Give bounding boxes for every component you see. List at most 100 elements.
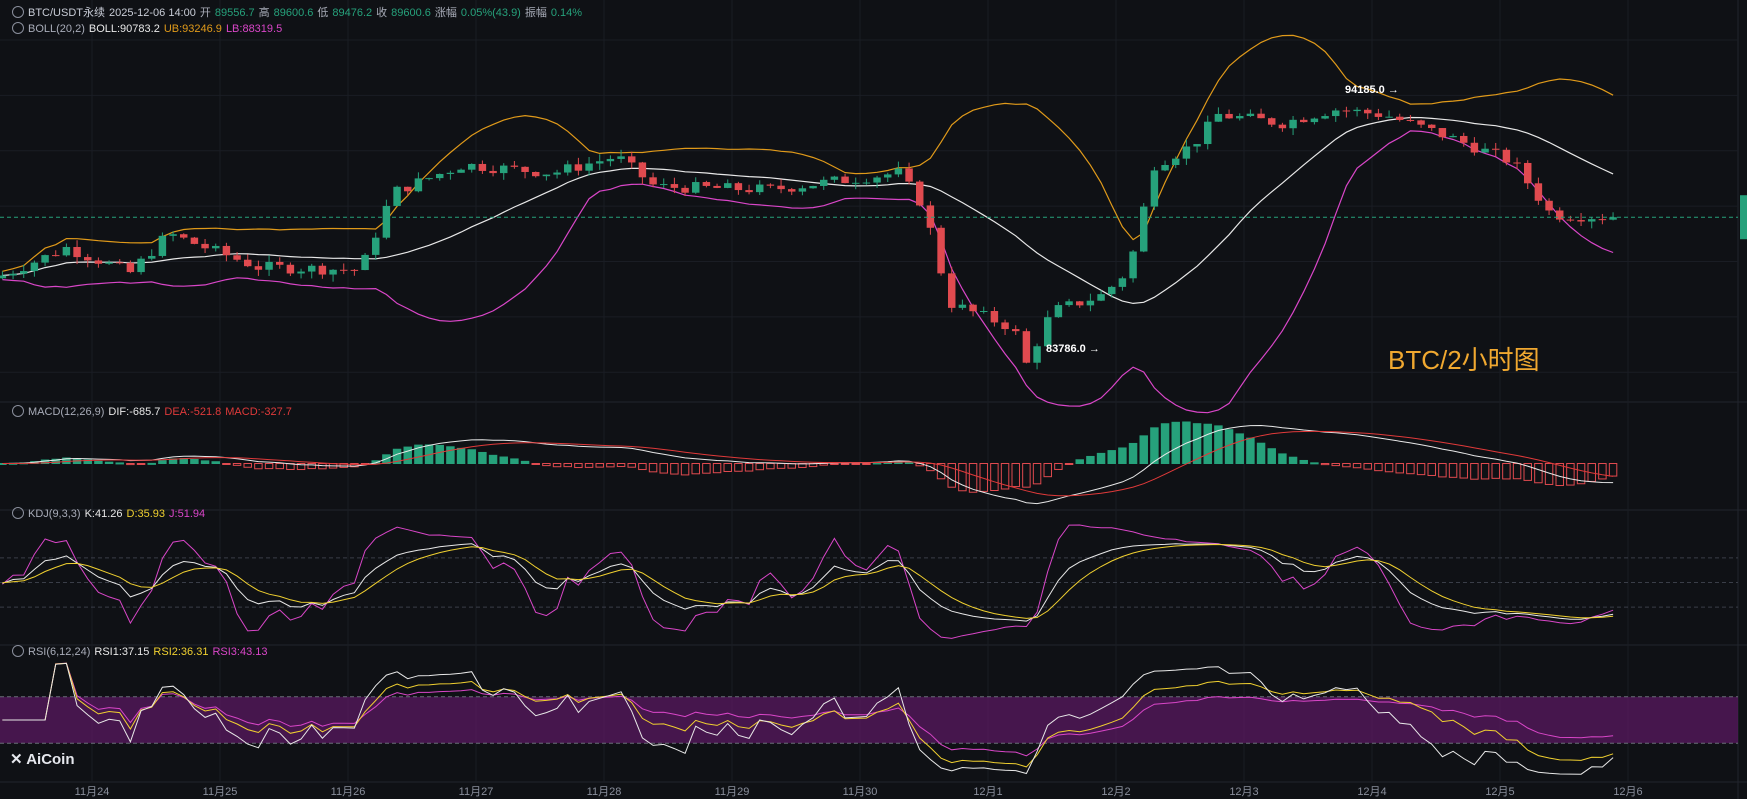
candle-body <box>1044 317 1052 347</box>
macd-histogram-bar <box>350 463 359 468</box>
macd-histogram-bar <box>1448 463 1458 478</box>
change-value: 0.05%(43.9) <box>460 7 521 19</box>
macd-histogram-bar <box>691 463 700 475</box>
macd-histogram-bar <box>339 463 348 468</box>
change-label: 涨幅 <box>434 7 457 19</box>
kdj-j: J:51.94 <box>169 508 206 520</box>
candle-body <box>1150 170 1159 207</box>
macd-histogram-bar <box>1278 453 1287 465</box>
collapse-icon[interactable] <box>12 22 24 34</box>
candle-body <box>1460 135 1468 143</box>
high-label: 高 <box>258 7 270 19</box>
candle-body <box>1054 305 1063 318</box>
macd-histogram-bar <box>1438 463 1447 478</box>
macd-histogram-bar <box>1267 448 1276 465</box>
collapse-icon[interactable] <box>12 405 24 417</box>
macd-histogram-bar <box>766 463 775 470</box>
candle-body <box>756 184 764 193</box>
macd-histogram-bar <box>1139 435 1148 464</box>
kdj-k: K:41.26 <box>84 508 123 520</box>
collapse-icon[interactable] <box>12 645 24 657</box>
macd-histogram-bar <box>435 444 444 464</box>
chart-watermark: BTC/2小时图 <box>1388 345 1540 375</box>
macd-histogram-bar <box>1214 425 1223 465</box>
candle-body <box>158 235 167 256</box>
x-tick-label: 11月30 <box>843 786 878 798</box>
macd-histogram-bar <box>115 462 124 465</box>
macd-histogram-bar <box>1576 463 1586 485</box>
macd-histogram-bar <box>830 463 839 465</box>
macd-histogram-bar <box>1352 463 1362 469</box>
x-tick-label: 12月2 <box>1101 786 1130 798</box>
macd-histogram-bar <box>1608 463 1618 477</box>
macd-histogram-bar <box>1203 423 1212 464</box>
x-tick-label: 11月27 <box>459 786 494 798</box>
candle-body <box>1438 128 1447 138</box>
candle-body <box>1086 300 1095 306</box>
macd-name[interactable]: MACD(12,26,9) <box>28 406 105 418</box>
high-value: 89600.6 <box>273 7 314 19</box>
candle-body <box>148 255 156 259</box>
macd-histogram-bar <box>307 463 316 470</box>
candle-body <box>692 182 700 193</box>
candle-body <box>1364 109 1372 114</box>
kdj-legend: KDJ(9,3,3) K:41.26 D:35.93 J:51.94 <box>12 507 209 520</box>
macd-histogram-bar <box>62 457 71 465</box>
macd-dif: DIF:-685.7 <box>108 406 161 418</box>
macd-histogram-bar <box>136 463 146 465</box>
x-tick-label: 11月29 <box>715 786 750 798</box>
candle-body <box>0 275 7 279</box>
candle-body <box>425 178 433 180</box>
candle-body <box>254 266 263 270</box>
macd-histogram-bar <box>1011 463 1020 488</box>
rsi1-line <box>2 662 1614 775</box>
candle-body <box>1588 219 1596 222</box>
candle-body <box>510 165 519 167</box>
candle-body <box>222 245 231 256</box>
candle-body <box>137 258 145 273</box>
macd-histogram-bar <box>254 463 263 470</box>
macd-histogram-bar <box>947 463 956 488</box>
candle-body <box>84 257 92 261</box>
candle-body <box>884 174 892 178</box>
candle-body <box>1246 113 1255 117</box>
candle-body <box>521 166 529 172</box>
macd-histogram-bar <box>1374 463 1383 472</box>
candle-body <box>1513 162 1521 164</box>
macd-histogram-bar <box>1566 463 1575 486</box>
macd-histogram-bar <box>1534 463 1543 484</box>
candle-body <box>788 189 796 192</box>
candle-body <box>852 182 860 184</box>
rsi-name[interactable]: RSI(6,12,24) <box>28 646 91 658</box>
kdj-name[interactable]: KDJ(9,3,3) <box>28 508 81 520</box>
candle-body <box>1310 118 1319 123</box>
aicoin-logo: ✕ AiCoin <box>10 751 75 768</box>
macd-histogram-bar <box>648 463 658 473</box>
macd-histogram-bar <box>1096 452 1106 464</box>
candle-body <box>1140 206 1148 252</box>
macd-histogram-bar <box>744 463 754 472</box>
candle-body <box>873 177 881 183</box>
candle-body <box>830 176 839 180</box>
macd-histogram-bar <box>1342 463 1351 468</box>
candle-body <box>734 183 743 191</box>
macd-histogram-bar <box>104 461 114 465</box>
macd-histogram-bar <box>840 463 850 465</box>
candle-body <box>980 310 988 312</box>
candle-body <box>361 254 369 271</box>
candle-body <box>1076 301 1084 306</box>
macd-histogram-bar <box>1470 463 1479 480</box>
collapse-icon[interactable] <box>12 507 24 519</box>
macd-histogram-bar <box>872 462 882 465</box>
candle-body <box>948 273 956 308</box>
boll-name[interactable]: BOLL(20,2) <box>28 23 85 35</box>
collapse-icon[interactable] <box>12 6 24 18</box>
macd-histogram-bar <box>1406 463 1415 475</box>
boll-lb: LB:88319.5 <box>225 23 283 35</box>
candle-body <box>1417 120 1425 125</box>
candle-body <box>1481 148 1489 153</box>
candle-body <box>1374 113 1383 117</box>
macd-histogram-bar <box>574 463 583 469</box>
